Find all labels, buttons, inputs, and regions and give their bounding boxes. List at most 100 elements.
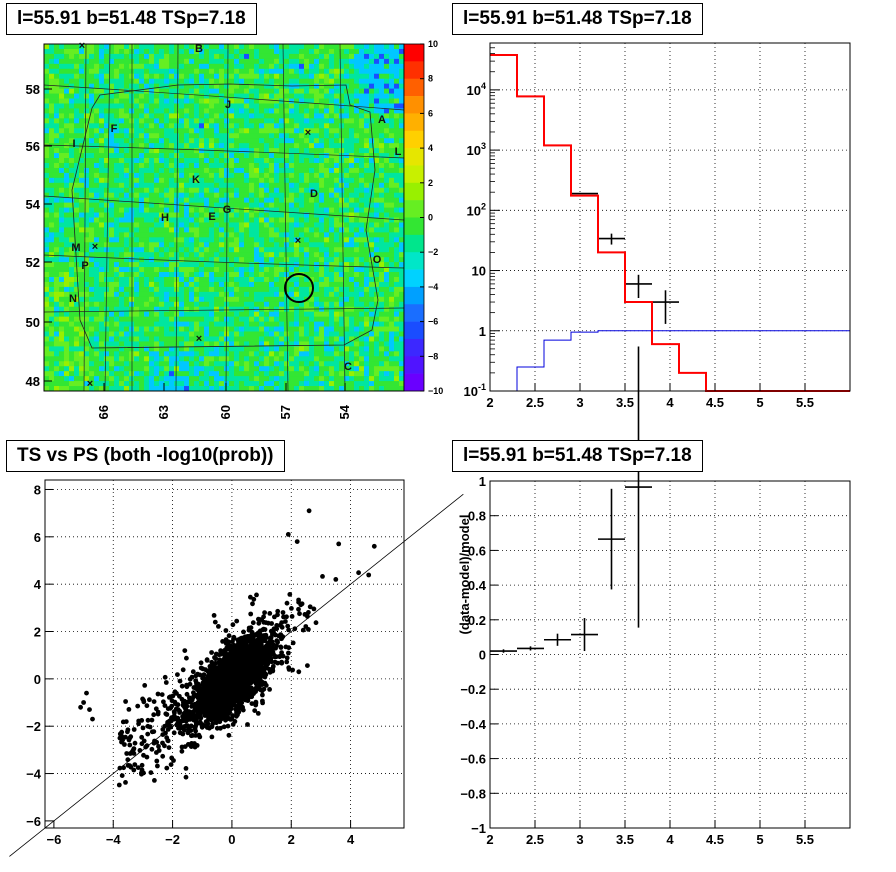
heatmap-cell xyxy=(104,108,110,114)
heatmap-cell xyxy=(89,162,95,169)
heatmap-cell xyxy=(69,237,75,243)
heatmap-cell xyxy=(64,316,70,322)
heatmap-cell xyxy=(119,267,125,273)
heatmap-cell xyxy=(344,108,350,114)
heatmap-cell xyxy=(244,376,250,382)
heatmap-cell xyxy=(209,63,215,70)
heatmap-cell xyxy=(229,182,235,189)
heatmap-cell xyxy=(184,78,190,85)
heatmap-cell xyxy=(349,128,355,134)
heatmap-cell xyxy=(334,167,340,174)
heatmap-cell xyxy=(54,376,60,382)
heatmap-cell xyxy=(299,331,305,337)
heatmap-cell xyxy=(174,187,180,194)
heatmap-cell xyxy=(339,381,345,387)
heatmap-cell xyxy=(269,366,275,372)
heatmap-cell xyxy=(244,247,250,253)
heatmap-cell xyxy=(244,128,250,134)
heatmap-cell xyxy=(399,267,405,273)
heatmap-cell xyxy=(234,88,240,94)
heatmap-cell xyxy=(169,341,175,347)
heatmap-cell xyxy=(299,83,305,90)
heatmap-cell xyxy=(229,217,235,223)
heatmap-cell xyxy=(339,346,345,352)
heatmap-cell xyxy=(389,182,395,189)
heatmap-cell xyxy=(254,192,260,199)
heatmap-cell xyxy=(139,123,145,129)
heatmap-cell xyxy=(349,88,355,94)
heatmap-cell xyxy=(334,217,340,223)
heatmap-cell xyxy=(374,361,380,367)
heatmap-cell xyxy=(74,162,80,169)
heatmap-cell xyxy=(234,167,240,174)
heatmap-cell xyxy=(249,148,255,154)
heatmap-cell xyxy=(354,212,360,218)
heatmap-cell xyxy=(189,118,195,124)
heatmap-cell xyxy=(389,187,395,194)
heatmap-cell xyxy=(119,381,125,387)
heatmap-cell xyxy=(154,133,160,139)
heatmap-cell xyxy=(269,252,275,258)
heatmap-cell xyxy=(99,351,105,357)
heatmap-cell xyxy=(169,326,175,332)
heatmap-cell xyxy=(84,88,90,94)
heatmap-cell xyxy=(399,78,405,85)
heatmap-cell xyxy=(269,232,275,238)
heatmap-cell xyxy=(204,158,210,164)
heatmap-cell xyxy=(149,93,155,99)
heatmap-cell xyxy=(69,192,75,199)
heatmap-cell xyxy=(244,281,250,288)
heatmap-cell xyxy=(284,73,290,80)
heatmap-cell xyxy=(329,143,335,149)
heatmap-cell xyxy=(389,321,395,327)
heatmap-cell xyxy=(199,316,205,322)
heatmap-cell xyxy=(149,286,155,293)
heatmap-cell xyxy=(174,202,180,208)
heatmap-cell xyxy=(259,267,265,273)
heatmap-cell xyxy=(379,83,385,90)
heatmap-cell xyxy=(254,331,260,337)
heatmap-cell xyxy=(139,252,145,258)
heatmap-cell xyxy=(229,177,235,184)
heatmap-cell xyxy=(179,197,185,204)
heatmap-cell xyxy=(214,113,220,119)
heatmap-cell xyxy=(69,222,75,228)
heatmap-cell xyxy=(224,128,230,134)
heatmap-cell xyxy=(54,276,60,283)
heatmap-cell xyxy=(389,53,395,60)
heatmap-cell xyxy=(184,63,190,70)
heatmap-cell xyxy=(89,172,95,179)
heatmap-cell xyxy=(44,321,50,327)
heatmap-cell xyxy=(329,242,335,248)
heatmap-cell xyxy=(174,167,180,174)
heatmap-cell xyxy=(339,88,345,94)
heatmap-cell xyxy=(369,113,375,119)
heatmap-cell xyxy=(399,371,405,377)
heatmap-cell xyxy=(344,247,350,253)
heatmap-cell xyxy=(384,326,390,332)
heatmap-cell xyxy=(239,371,245,377)
heatmap-cell xyxy=(59,276,65,283)
heatmap-cell xyxy=(154,381,160,387)
heatmap-cell xyxy=(199,296,205,303)
heatmap-cell xyxy=(284,108,290,114)
heatmap-cell xyxy=(189,68,195,75)
heatmap-cell xyxy=(119,252,125,258)
heatmap-cell xyxy=(269,158,275,164)
heatmap-cell xyxy=(239,321,245,327)
heatmap-cell xyxy=(279,167,285,174)
heatmap-cell xyxy=(69,138,75,144)
heatmap-cell xyxy=(74,212,80,218)
heatmap-cell xyxy=(169,376,175,382)
heatmap-cell xyxy=(74,103,80,109)
heatmap-cell xyxy=(204,272,210,278)
heatmap-cell xyxy=(144,301,150,308)
heatmap-cell xyxy=(79,187,85,194)
heatmap-cell xyxy=(234,148,240,154)
heatmap-cell xyxy=(124,232,130,238)
heatmap-cell xyxy=(319,237,325,243)
heatmap-cell xyxy=(179,301,185,308)
heatmap-cell xyxy=(354,371,360,377)
heatmap-cell xyxy=(204,286,210,293)
heatmap-cell xyxy=(339,78,345,85)
